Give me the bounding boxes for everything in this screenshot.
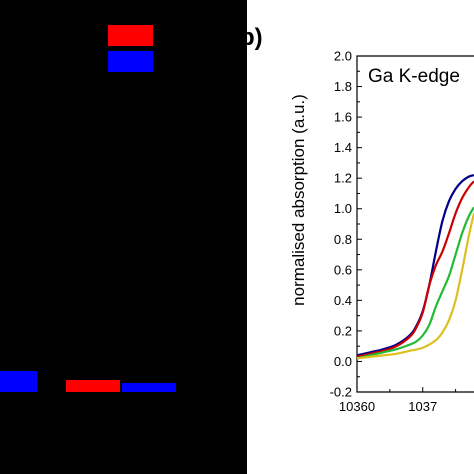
bottom-blue-block (122, 383, 176, 392)
y-tick-label: 0.6 (334, 262, 352, 277)
left-panel (0, 0, 247, 474)
y-tick-label: 0.8 (334, 232, 352, 247)
chart-axes: -0.2 0.0 0.2 0.4 0.6 0.8 1.0 1.2 1.4 1.6 1.8 2.0 103… (330, 49, 474, 414)
y-tick-label: 1.2 (334, 171, 352, 186)
edge-annotation: Ga K-edge (368, 66, 460, 87)
x-tick-label: 10360 (339, 399, 375, 414)
y-tick-label: 2.0 (334, 49, 352, 64)
chart-lines (356, 174, 474, 360)
y-tick-label: 0.2 (334, 323, 352, 338)
y-tick-label: 1.6 (334, 110, 352, 125)
left-blue-block (0, 371, 37, 392)
y-tick-label: 0.0 (334, 354, 352, 369)
top-red-block (108, 25, 153, 46)
series-line-4 (356, 213, 474, 360)
panel-label: b) (240, 24, 263, 51)
series-line-2 (356, 180, 474, 358)
y-tick-label: 1.4 (334, 140, 352, 155)
y-axis-title: normalised absorption (a.u.) (289, 94, 308, 306)
y-tick-label: 0.4 (334, 293, 352, 308)
bottom-red-block (66, 380, 120, 392)
y-tick-label: 1.0 (334, 201, 352, 216)
y-tick-label: 1.8 (334, 79, 352, 94)
x-tick-label: 1037 (408, 399, 437, 414)
top-blue-block (108, 51, 153, 72)
series-line-3 (356, 206, 474, 360)
y-tick-label: -0.2 (330, 385, 352, 400)
